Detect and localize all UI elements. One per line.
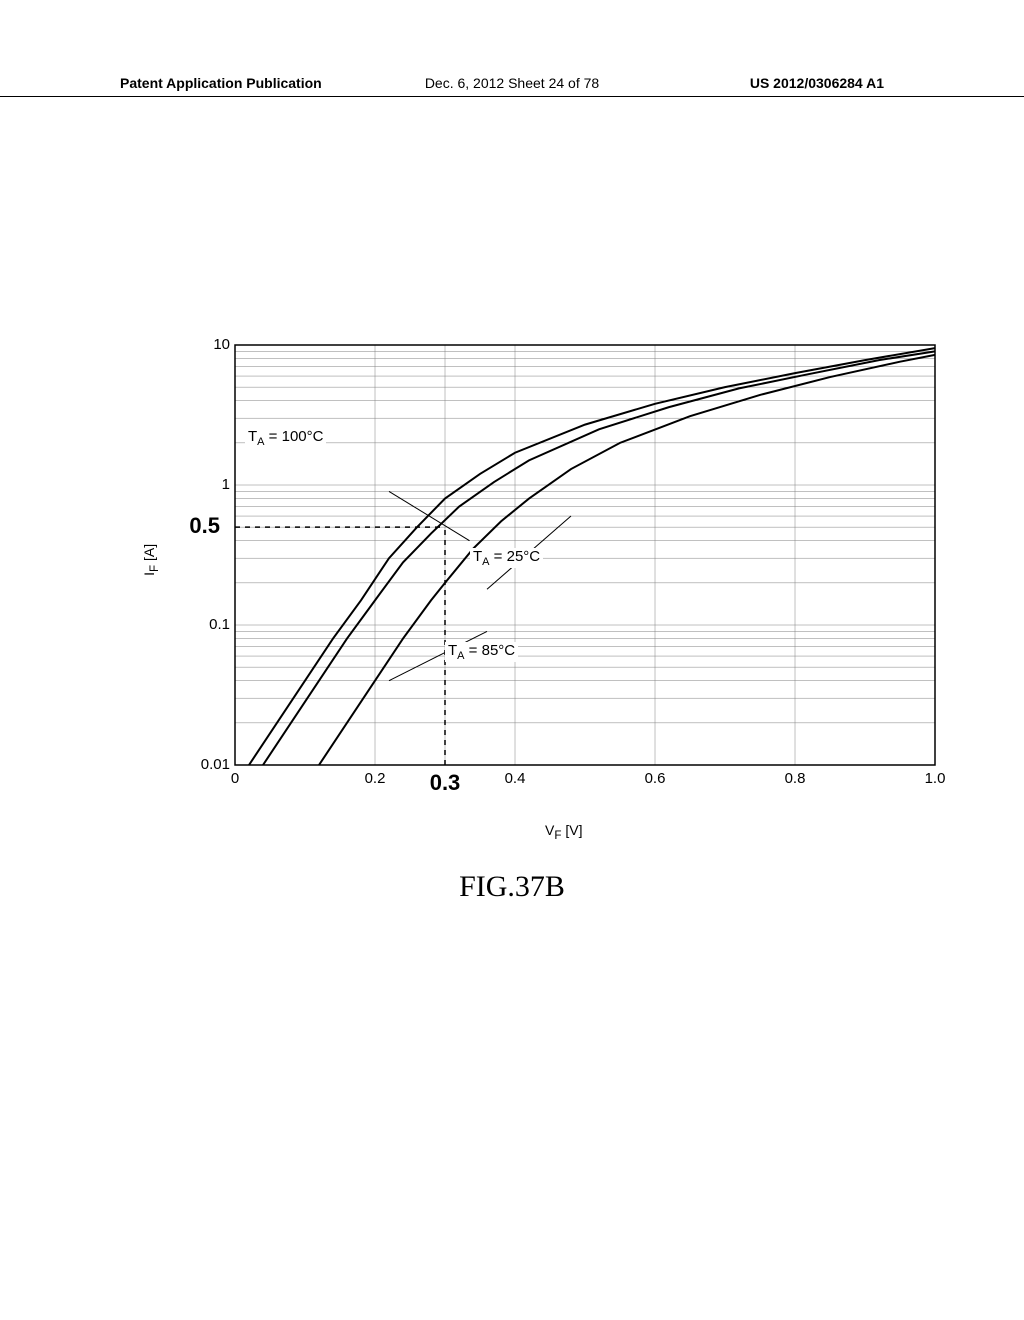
y-tick-label: 10 xyxy=(190,336,230,353)
y-axis-label: IF [A] xyxy=(141,544,161,576)
curve-annotation: TA = 85°C xyxy=(445,642,518,662)
curve-annotation: TA = 100°C xyxy=(245,428,326,448)
curve-annotation: TA = 25°C xyxy=(470,548,543,568)
x-tick-label: 0.6 xyxy=(635,770,675,787)
x-tick-label: 0 xyxy=(215,770,255,787)
header-left-text: Patent Application Publication xyxy=(120,75,322,91)
x-tick-label: 0.4 xyxy=(495,770,535,787)
document-header: Patent Application Publication Dec. 6, 2… xyxy=(0,75,1024,97)
y-tick-label: 0.5 xyxy=(180,513,220,539)
chart-container xyxy=(185,335,945,795)
y-tick-label: 0.1 xyxy=(190,616,230,633)
x-tick-label: 0.3 xyxy=(425,770,465,796)
x-tick-label: 1.0 xyxy=(915,770,955,787)
chart-svg xyxy=(185,335,945,795)
x-axis-label: VF [V] xyxy=(545,822,582,842)
figure-caption: FIG.37B xyxy=(459,870,565,904)
x-tick-label: 0.2 xyxy=(355,770,395,787)
x-tick-label: 0.8 xyxy=(775,770,815,787)
y-tick-label: 1 xyxy=(190,476,230,493)
header-right-text: US 2012/0306284 A1 xyxy=(750,75,884,91)
header-center-text: Dec. 6, 2012 Sheet 24 of 78 xyxy=(425,75,599,91)
